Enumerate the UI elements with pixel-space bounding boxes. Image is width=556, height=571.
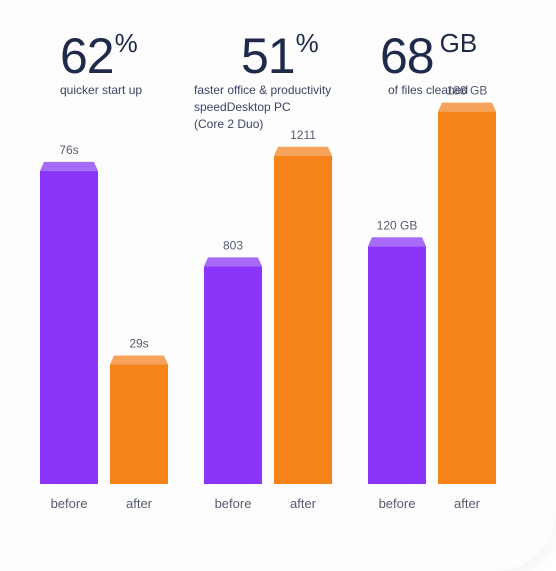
bar-cap-0-before (40, 161, 98, 171)
stat-productivity-unit: % (295, 28, 319, 58)
stat-files-unit: GB (439, 28, 478, 58)
bar-1-after (274, 155, 332, 485)
stat-startup-value: 62 (60, 28, 115, 84)
bar-cap-1-before (204, 257, 262, 267)
stat-startup: 62% quicker start up (60, 26, 142, 97)
value-label-0-before: 76s (59, 143, 78, 157)
category-label-2-after: after (454, 496, 481, 511)
stat-productivity-value: 51 (241, 28, 296, 84)
value-label-2-before: 120 GB (377, 218, 418, 232)
stat-files-caption: of files cleaned (388, 83, 469, 97)
stat-files: 68 GB of files cleaned (380, 26, 478, 97)
bar-cap-1-after (274, 146, 332, 156)
category-label-1-after: after (290, 496, 317, 511)
bar-cap-2-after (438, 102, 496, 112)
category-label-2-before: before (379, 496, 416, 511)
stat-startup-unit: % (114, 28, 138, 58)
bar-0-after (110, 364, 168, 484)
category-label-0-before: before (51, 496, 88, 511)
bar-2-after (438, 111, 496, 484)
category-label-0-after: after (126, 496, 153, 511)
value-label-0-after: 29s (129, 337, 148, 351)
bar-1-before (204, 266, 262, 484)
stat-productivity: 51% faster office & productivity speedDe… (194, 26, 331, 131)
stat-productivity-caption: faster office & productivity speedDeskto… (194, 83, 332, 131)
stat-startup-caption: quicker start up (60, 83, 143, 97)
value-label-1-after: 1211 (290, 128, 316, 142)
bar-2-before (368, 246, 426, 484)
bar-cap-0-after (110, 355, 168, 365)
category-label-1-before: before (215, 496, 252, 511)
value-label-2-after: 188 GB (447, 84, 488, 98)
value-label-1-before: 803 (223, 238, 243, 252)
bar-cap-2-before (368, 237, 426, 247)
bar-0-before (40, 170, 98, 484)
stat-files-value: 68 (380, 28, 435, 84)
